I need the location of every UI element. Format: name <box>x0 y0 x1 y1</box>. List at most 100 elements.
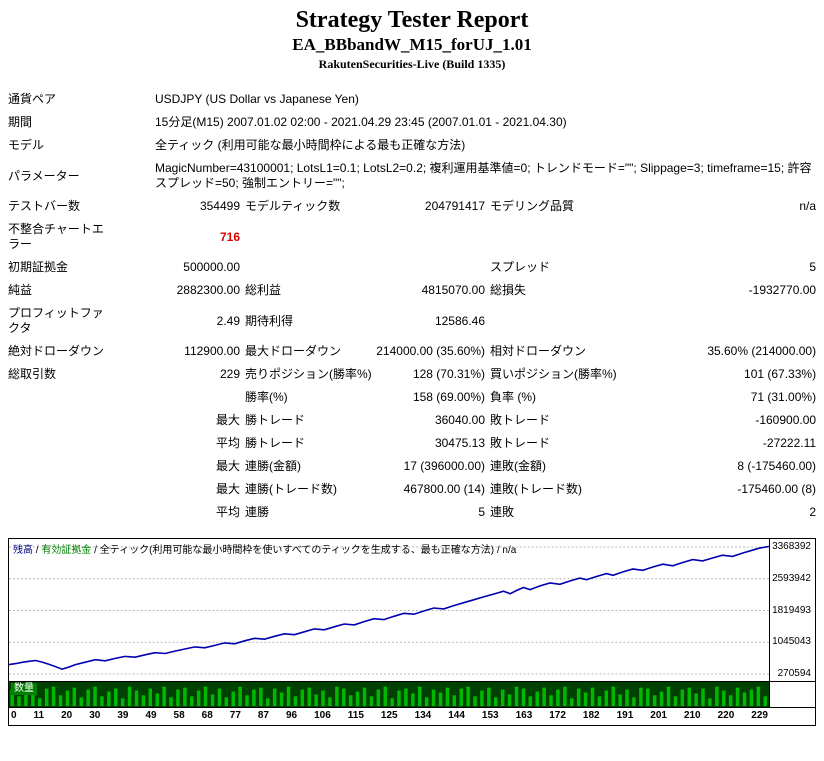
stats-table: 通貨ペア USDJPY (US Dollar vs Japanese Yen) … <box>8 88 816 524</box>
x-tick-label: 87 <box>257 710 269 721</box>
volume-bars <box>10 686 768 707</box>
x-tick-label: 229 <box>751 710 768 721</box>
stat-value: USDJPY (US Dollar vs Japanese Yen) <box>155 92 359 106</box>
stat-value: 2882300.00 <box>176 283 240 297</box>
row-profit-factor: プロフィットファクタ 2.49 期待利得 12586.46 <box>8 302 816 340</box>
x-tick-label: 134 <box>414 710 432 721</box>
stat-value: 112900.00 <box>184 344 240 358</box>
x-tick-label: 163 <box>515 710 533 721</box>
x-tick-label: 77 <box>229 710 241 721</box>
quality-legend: n/a <box>502 545 517 556</box>
row-average-trade: 平均 勝トレード 30475.13 敗トレード -27222.11 <box>8 432 816 455</box>
page-title: Strategy Tester Report <box>295 7 529 33</box>
stat-value: 35.60% (214000.00) <box>707 344 817 358</box>
x-tick-label: 20 <box>61 710 73 721</box>
stat-label: 連敗(金額) <box>490 459 546 473</box>
x-tick-label: 191 <box>616 710 634 721</box>
row-max-consecutive-count: 最大 連勝(トレード数) 467800.00 (14) 連敗(トレード数) -1… <box>8 478 816 501</box>
stat-label: 売りポジション(勝率%) <box>245 367 372 381</box>
y-tick-label: 270594 <box>777 668 811 679</box>
volume-strip: 数量 <box>9 681 815 708</box>
row-initial-deposit: 初期証拠金 500000.00 スプレッド 5 <box>8 256 816 279</box>
ea-name: EA_BBbandW_M15_forUJ_1.01 <box>292 35 532 54</box>
stat-value: 214000.00 (35.60%) <box>376 344 485 358</box>
stat-label: 敗トレード <box>490 413 551 427</box>
stat-label: 通貨ペア <box>8 92 57 106</box>
stat-value: MagicNumber=43100001; LotsL1=0.1; LotsL2… <box>155 161 812 190</box>
stat-label: モデルティック数 <box>245 199 341 213</box>
stat-value: -27222.11 <box>762 436 817 450</box>
stat-value: 229 <box>219 367 240 381</box>
stat-label: 敗トレード <box>490 436 551 450</box>
row-currency-pair: 通貨ペア USDJPY (US Dollar vs Japanese Yen) <box>8 88 816 111</box>
stat-value: 2.49 <box>216 313 240 328</box>
row-win-rate: 勝率(%) 158 (69.00%) 負率 (%) 71 (31.00%) <box>8 386 816 409</box>
y-tick-label: 3368392 <box>772 541 811 552</box>
x-tick-label: 106 <box>314 710 331 721</box>
x-tick-label: 96 <box>285 710 298 721</box>
stat-value: 204791417 <box>424 199 485 213</box>
stat-value-error: 716 <box>219 229 240 244</box>
caption-separator: / <box>91 545 100 556</box>
row-period: 期間 15分足(M15) 2007.01.02 02:00 - 2021.04.… <box>8 111 816 134</box>
x-tick-label: 39 <box>117 710 129 721</box>
stat-value: 5 <box>478 505 485 519</box>
stat-value: 全ティック (利用可能な最小時間枠による最も正確な方法) <box>155 138 466 152</box>
stat-value: 12586.46 <box>434 313 485 328</box>
row-parameters: パラメーター MagicNumber=43100001; LotsL1=0.1;… <box>8 157 816 195</box>
server-build: RakutenSecurities-Live (Build 1335) <box>318 57 506 71</box>
stat-value: 15分足(M15) 2007.01.02 02:00 - 2021.04.29 … <box>155 115 567 129</box>
stat-label: 連勝(金額) <box>245 459 301 473</box>
stat-value: 354499 <box>199 199 240 213</box>
stat-label: 絶対ドローダウン <box>8 344 105 358</box>
stat-value: -160900.00 <box>755 413 817 427</box>
stat-label: 勝トレード <box>245 436 306 450</box>
stat-value: 17 (396000.00) <box>403 459 485 473</box>
caption-separator: / <box>33 545 42 556</box>
x-tick-label: 144 <box>448 710 465 721</box>
stat-value: 158 (69.00%) <box>412 390 485 404</box>
stat-value: 2 <box>809 505 817 519</box>
equity-legend: 有効証拠金 <box>41 545 92 556</box>
stat-label: 最大ドローダウン <box>245 344 342 358</box>
stat-value: -175460.00 (8) <box>737 482 817 496</box>
row-bars-in-test: テストバー数 354499 モデルティック数 204791417 モデリング品質… <box>8 195 816 218</box>
stat-label: パラメーター <box>8 168 80 183</box>
stat-qualifier: 最大 <box>215 459 240 473</box>
stat-value: 71 (31.00%) <box>750 390 817 404</box>
x-tick-label: 201 <box>650 710 667 721</box>
x-tick-label: 115 <box>347 710 364 721</box>
model-legend: 全ティック(利用可能な最小時間枠を使いすべてのティックを生成する、最も正確な方法… <box>99 545 495 556</box>
stat-label: 不整合チャートエラー <box>8 222 104 251</box>
stat-label: 総取引数 <box>8 367 57 381</box>
row-mismatched-errors: 不整合チャートエラー 716 <box>8 218 816 256</box>
stat-label: モデル <box>8 138 45 152</box>
stat-value: 36040.00 <box>434 413 485 427</box>
x-tick-label: 220 <box>717 710 735 721</box>
balance-curve <box>9 545 769 675</box>
row-total-trades: 総取引数 229 売りポジション(勝率%) 128 (70.31%) 買いポジシ… <box>8 363 816 386</box>
x-tick-label: 49 <box>145 710 157 721</box>
x-tick-label: 172 <box>549 710 566 721</box>
row-model: モデル 全ティック (利用可能な最小時間枠による最も正確な方法) <box>8 134 816 157</box>
stat-label: 負率 (%) <box>490 390 536 404</box>
row-max-consecutive-money: 最大 連勝(金額) 17 (396000.00) 連敗(金額) 8 (-1754… <box>8 455 816 478</box>
x-tick-label: 58 <box>173 710 185 721</box>
stat-label: 勝トレード <box>245 413 306 427</box>
volume-pane: 数量 <box>9 682 769 707</box>
row-largest-trade: 最大 勝トレード 36040.00 敗トレード -160900.00 <box>8 409 816 432</box>
stat-label: 連勝(トレード数) <box>245 482 337 496</box>
stat-label: 総利益 <box>245 283 282 297</box>
stat-value: 101 (67.33%) <box>744 367 817 381</box>
volume-label: 数量 <box>11 683 37 695</box>
x-tick-label: 153 <box>481 710 499 721</box>
stat-value: 467800.00 (14) <box>403 482 485 496</box>
stat-value: n/a <box>799 199 817 213</box>
equity-chart-panel: 残高 / 有効証拠金 / 全ティック(利用可能な最小時間枠を使いすべてのティック… <box>8 538 816 726</box>
stat-value: 128 (70.31%) <box>412 367 485 381</box>
stat-qualifier: 最大 <box>215 413 240 427</box>
balance-legend: 残高 <box>13 545 33 556</box>
row-average-consecutive: 平均 連勝 5 連敗 2 <box>8 501 816 524</box>
stat-qualifier: 最大 <box>215 482 240 496</box>
volume-strip-spacer <box>769 682 815 707</box>
